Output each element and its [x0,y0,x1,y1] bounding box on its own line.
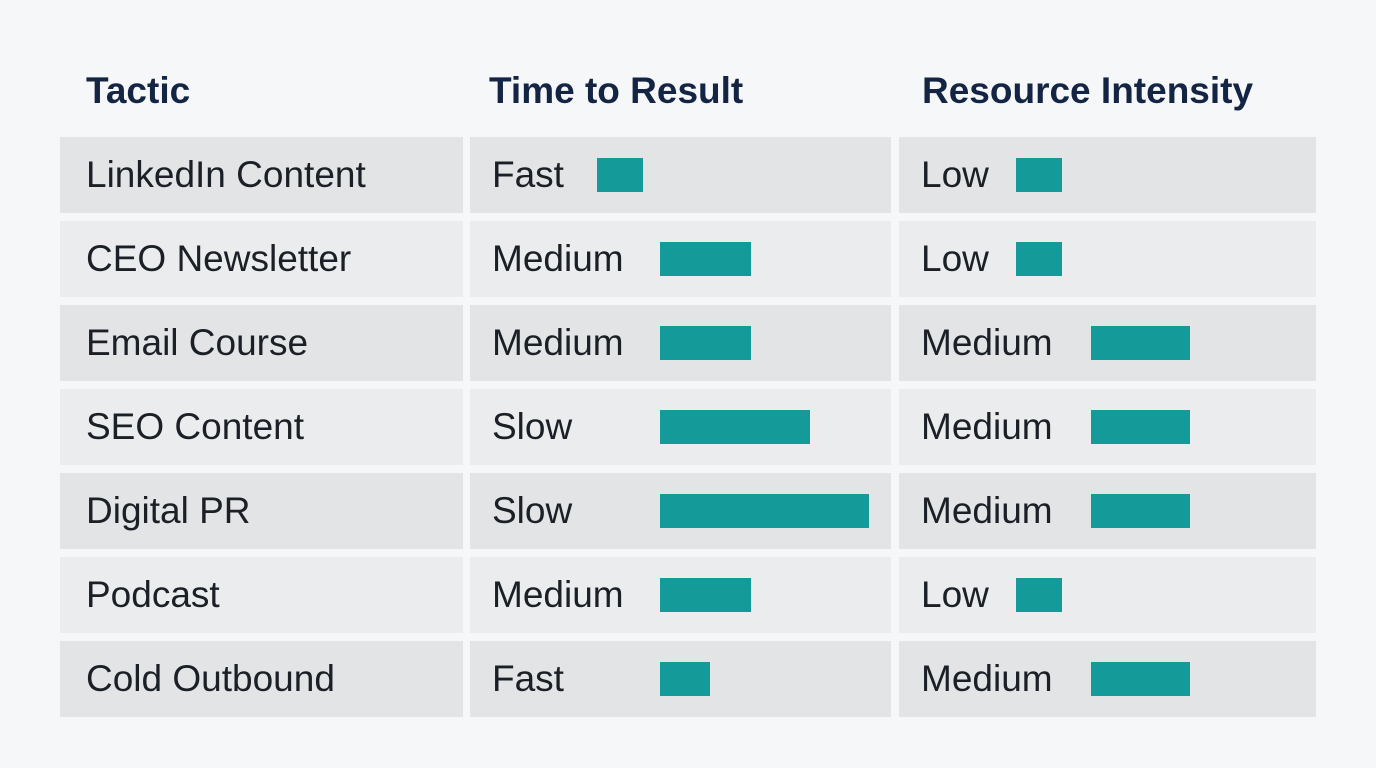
resource-intensity-label: Low [921,574,989,615]
time-to-result-cell: Fast [470,137,891,213]
table-row: Digital PR Slow Medium [0,473,1376,549]
column-header-time-to-result: Time to Result [489,70,744,111]
resource-intensity-label: Low [921,238,989,279]
tactic-cell: Email Course [60,305,463,381]
time-to-result-cell: Slow [470,389,891,465]
time-to-result-label: Medium [492,238,624,279]
resource-intensity-cell: Medium [899,389,1316,465]
tactic-cell: CEO Newsletter [60,221,463,297]
resource-intensity-cell: Low [899,137,1316,213]
resource-intensity-bar [1091,326,1190,360]
tactic-label: Digital PR [86,490,251,531]
resource-intensity-bar [1016,158,1062,192]
tactic-cell: SEO Content [60,389,463,465]
time-to-result-label: Fast [492,658,564,699]
time-to-result-label: Slow [492,490,573,531]
time-to-result-bar [660,662,710,696]
time-to-result-cell: Medium [470,305,891,381]
resource-intensity-cell: Medium [899,641,1316,717]
table-row: SEO Content Slow Medium [0,389,1376,465]
resource-intensity-bar [1091,662,1190,696]
time-to-result-label: Medium [492,322,624,363]
tactic-cell: LinkedIn Content [60,137,463,213]
tactic-label: CEO Newsletter [86,238,352,279]
time-to-result-label: Medium [492,574,624,615]
table-row: Cold Outbound Fast Medium [0,641,1376,717]
resource-intensity-label: Medium [921,490,1053,531]
time-to-result-cell: Slow [470,473,891,549]
tactic-cell: Digital PR [60,473,463,549]
time-to-result-bar [597,158,643,192]
time-to-result-cell: Fast [470,641,891,717]
resource-intensity-cell: Medium [899,305,1316,381]
resource-intensity-bar [1091,494,1190,528]
resource-intensity-cell: Medium [899,473,1316,549]
time-to-result-bar [660,242,751,276]
time-to-result-bar [660,410,810,444]
table-row: Email Course Medium Medium [0,305,1376,381]
tactic-label: LinkedIn Content [86,154,366,195]
time-to-result-bar [660,494,869,528]
table-row: LinkedIn Content Fast Low [0,137,1376,213]
tactic-cell: Podcast [60,557,463,633]
time-to-result-bar [660,326,751,360]
time-to-result-label: Slow [492,406,573,447]
resource-intensity-bar [1016,578,1062,612]
time-to-result-label: Fast [492,154,564,195]
tactic-cell: Cold Outbound [60,641,463,717]
resource-intensity-label: Medium [921,322,1053,363]
column-header-tactic: Tactic [86,70,191,111]
table-row: CEO Newsletter Medium Low [0,221,1376,297]
column-header-resource-intensity: Resource Intensity [922,70,1254,111]
time-to-result-cell: Medium [470,221,891,297]
table-row: Podcast Medium Low [0,557,1376,633]
resource-intensity-bar [1016,242,1062,276]
tactic-label: Cold Outbound [86,658,335,699]
tactic-label: Email Course [86,322,309,363]
resource-intensity-label: Low [921,154,989,195]
tactic-label: SEO Content [86,406,305,447]
time-to-result-cell: Medium [470,557,891,633]
resource-intensity-label: Medium [921,406,1053,447]
time-to-result-bar [660,578,751,612]
resource-intensity-cell: Low [899,557,1316,633]
resource-intensity-bar [1091,410,1190,444]
tactic-label: Podcast [86,574,220,615]
resource-intensity-cell: Low [899,221,1316,297]
resource-intensity-label: Medium [921,658,1053,699]
